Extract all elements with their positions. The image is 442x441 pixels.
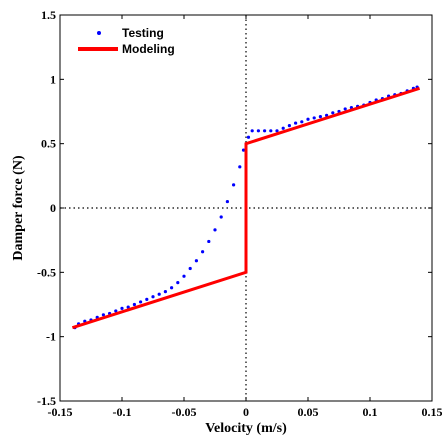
testing-point: [194, 259, 198, 263]
testing-point: [213, 228, 217, 232]
modeling-line-layer: [71, 86, 421, 330]
testing-point: [287, 124, 291, 128]
testing-point: [263, 129, 267, 133]
testing-point: [188, 266, 192, 271]
y-tick-label: 1: [50, 72, 56, 86]
x-tick-label: 0.15: [422, 405, 442, 419]
y-tick-label: 0: [50, 201, 56, 215]
testing-point: [250, 129, 254, 133]
testing-point: [139, 300, 143, 304]
x-tick-label: -0.1: [113, 405, 132, 419]
testing-point: [300, 120, 304, 124]
legend-modeling-label: Modeling: [122, 42, 175, 56]
legend-testing-marker: [97, 31, 101, 35]
legend-testing-label: Testing: [122, 26, 164, 40]
x-tick-label: 0: [243, 405, 249, 419]
testing-point: [246, 135, 251, 139]
testing-point: [294, 121, 298, 125]
testing-point: [170, 286, 174, 290]
testing-point: [207, 239, 211, 244]
y-tick-label: 0.5: [41, 137, 56, 151]
y-tick-label: -0.5: [37, 265, 56, 279]
y-tick-label: -1.5: [37, 394, 56, 408]
testing-point: [101, 313, 105, 317]
testing-point: [331, 111, 335, 115]
testing-point: [176, 281, 180, 285]
y-axis-label: Damper force (N): [11, 155, 26, 261]
ticks-layer: -0.15 -0.1 -0.05 0 0.05 0.1 0.15 -1.5 -1 -0.5 0 0.5…: [37, 8, 442, 419]
legend: Testing Modeling: [78, 26, 175, 56]
testing-point: [163, 290, 167, 294]
testing-point: [120, 306, 124, 310]
y-tick-label: 1.5: [41, 8, 56, 22]
testing-point: [132, 302, 136, 307]
x-tick-label: -0.15: [48, 405, 73, 419]
testing-point: [151, 295, 155, 299]
testing-point: [343, 107, 347, 111]
testing-point: [157, 292, 161, 296]
testing-point: [281, 126, 285, 130]
testing-point: [145, 297, 149, 301]
testing-point: [126, 305, 130, 309]
testing-point: [275, 129, 279, 133]
testing-point: [201, 250, 205, 254]
modeling-line: [71, 86, 421, 330]
x-axis-label: Velocity (m/s): [205, 421, 287, 436]
testing-point: [219, 215, 223, 219]
testing-point: [225, 199, 229, 204]
testing-point: [232, 183, 236, 187]
x-tick-label: 0.05: [298, 405, 319, 419]
testing-point: [182, 274, 186, 278]
testing-point: [256, 129, 260, 133]
testing-point: [306, 117, 310, 121]
x-tick-label: -0.05: [172, 405, 197, 419]
testing-point: [238, 165, 242, 169]
testing-point: [114, 309, 118, 313]
testing-point: [241, 148, 246, 152]
testing-point: [312, 116, 316, 120]
y-tick-label: -1: [46, 330, 56, 344]
testing-point: [269, 129, 273, 133]
testing-point: [318, 115, 322, 119]
x-tick-label: 0.1: [363, 405, 378, 419]
